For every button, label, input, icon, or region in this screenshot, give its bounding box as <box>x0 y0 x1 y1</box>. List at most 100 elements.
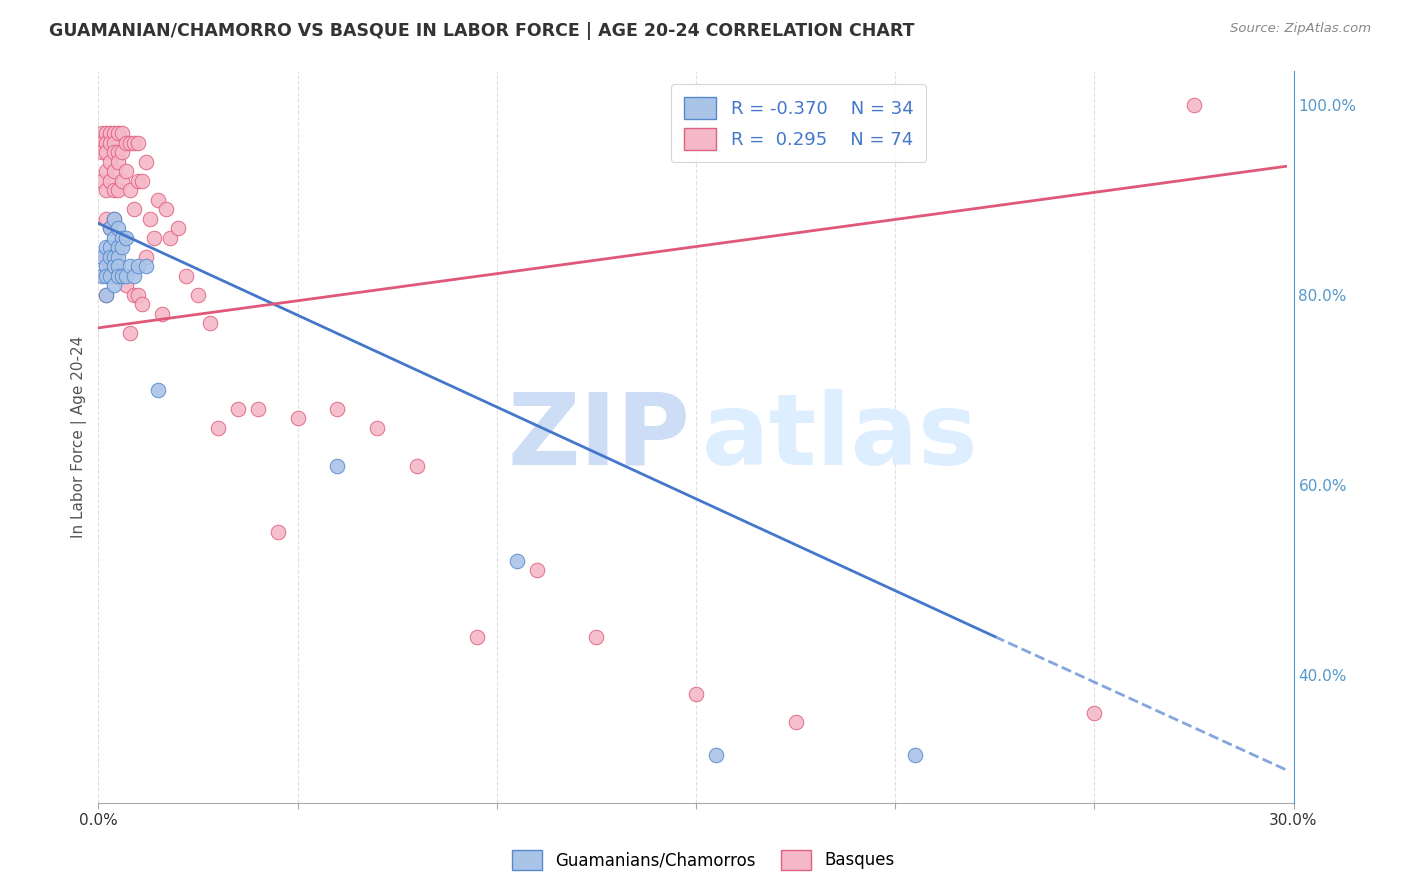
Point <box>91 173 114 187</box>
Point <box>103 183 125 197</box>
Point <box>207 420 229 434</box>
Point <box>120 136 142 150</box>
Point <box>120 259 142 273</box>
Point <box>124 202 146 216</box>
Point <box>135 154 157 169</box>
Point <box>111 173 134 187</box>
Point <box>98 126 122 140</box>
Point <box>526 563 548 577</box>
Point <box>115 230 138 244</box>
Y-axis label: In Labor Force | Age 20-24: In Labor Force | Age 20-24 <box>72 336 87 538</box>
Point <box>96 164 118 178</box>
Legend: Guamanians/Chamorros, Basques: Guamanians/Chamorros, Basques <box>505 843 901 877</box>
Point <box>155 202 177 216</box>
Point <box>131 297 153 311</box>
Point <box>111 230 134 244</box>
Point <box>174 268 197 283</box>
Point <box>103 211 125 226</box>
Point <box>111 145 134 160</box>
Point <box>96 240 118 254</box>
Point <box>96 145 118 160</box>
Point <box>124 136 146 150</box>
Point <box>98 173 122 187</box>
Point <box>96 287 118 301</box>
Point <box>96 287 118 301</box>
Point <box>131 173 153 187</box>
Point <box>103 278 125 293</box>
Point <box>103 126 125 140</box>
Point <box>187 287 209 301</box>
Point <box>98 250 122 264</box>
Point <box>111 268 134 283</box>
Point <box>198 316 221 330</box>
Point <box>115 268 138 283</box>
Point <box>111 230 134 244</box>
Point <box>107 183 129 197</box>
Point <box>120 326 142 340</box>
Point <box>465 630 488 644</box>
Point <box>115 164 138 178</box>
Point <box>96 268 118 283</box>
Point <box>326 401 349 416</box>
Point <box>107 240 129 254</box>
Point <box>120 183 142 197</box>
Point <box>91 268 114 283</box>
Point <box>704 748 727 763</box>
Point <box>91 145 114 160</box>
Point <box>148 383 170 397</box>
Point <box>127 259 149 273</box>
Point <box>103 250 125 264</box>
Point <box>111 240 134 254</box>
Point <box>91 250 114 264</box>
Point <box>326 458 349 473</box>
Point <box>143 230 166 244</box>
Point <box>287 411 309 425</box>
Text: ZIP: ZIP <box>508 389 690 485</box>
Point <box>127 287 149 301</box>
Point <box>127 173 149 187</box>
Point <box>167 221 190 235</box>
Point <box>366 420 388 434</box>
Point <box>96 211 118 226</box>
Text: GUAMANIAN/CHAMORRO VS BASQUE IN LABOR FORCE | AGE 20-24 CORRELATION CHART: GUAMANIAN/CHAMORRO VS BASQUE IN LABOR FO… <box>49 22 915 40</box>
Point <box>107 250 129 264</box>
Point <box>103 164 125 178</box>
Point <box>267 524 290 539</box>
Point <box>96 250 118 264</box>
Point <box>406 458 429 473</box>
Point <box>124 287 146 301</box>
Point <box>246 401 269 416</box>
Point <box>107 126 129 140</box>
Point <box>150 307 173 321</box>
Point <box>103 230 125 244</box>
Point <box>585 630 607 644</box>
Point <box>98 259 122 273</box>
Point <box>107 145 129 160</box>
Point <box>103 136 125 150</box>
Point <box>135 250 157 264</box>
Point <box>115 278 138 293</box>
Point <box>107 268 129 283</box>
Legend: R = -0.370    N = 34, R =  0.295    N = 74: R = -0.370 N = 34, R = 0.295 N = 74 <box>671 84 927 162</box>
Point <box>107 154 129 169</box>
Text: atlas: atlas <box>702 389 979 485</box>
Point <box>107 221 129 235</box>
Point <box>107 259 129 273</box>
Point <box>127 136 149 150</box>
Point <box>506 553 529 567</box>
Point <box>96 183 118 197</box>
Point <box>103 268 125 283</box>
Point <box>1182 97 1205 112</box>
Point <box>159 230 181 244</box>
Point <box>98 221 122 235</box>
Point <box>96 259 118 273</box>
Point <box>98 154 122 169</box>
Point <box>226 401 249 416</box>
Point <box>103 259 125 273</box>
Point <box>111 126 134 140</box>
Point <box>96 136 118 150</box>
Point <box>98 221 122 235</box>
Point <box>124 268 146 283</box>
Point <box>98 136 122 150</box>
Text: Source: ZipAtlas.com: Source: ZipAtlas.com <box>1230 22 1371 36</box>
